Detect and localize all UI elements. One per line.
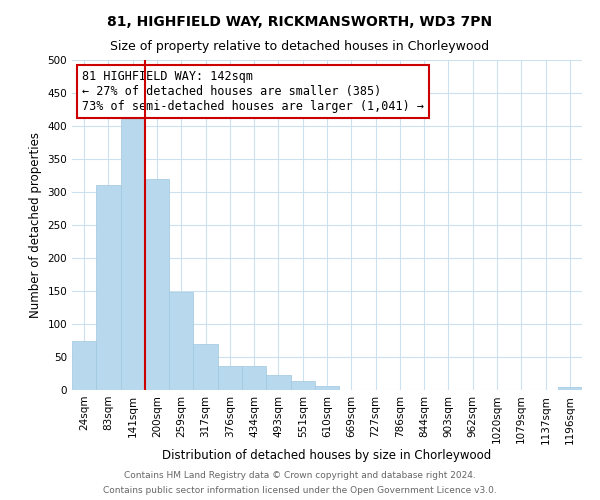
Bar [169, 292, 193, 390]
Bar [218, 366, 242, 390]
Text: 81 HIGHFIELD WAY: 142sqm
← 27% of detached houses are smaller (385)
73% of semi-: 81 HIGHFIELD WAY: 142sqm ← 27% of detach… [82, 70, 424, 113]
Bar [121, 120, 145, 390]
Text: Contains HM Land Registry data © Crown copyright and database right 2024.: Contains HM Land Registry data © Crown c… [124, 471, 476, 480]
Text: 81, HIGHFIELD WAY, RICKMANSWORTH, WD3 7PN: 81, HIGHFIELD WAY, RICKMANSWORTH, WD3 7P… [107, 15, 493, 29]
Bar [193, 344, 218, 390]
Bar [96, 186, 121, 390]
Bar [558, 388, 582, 390]
Text: Size of property relative to detached houses in Chorleywood: Size of property relative to detached ho… [110, 40, 490, 53]
Bar [145, 179, 169, 390]
Bar [315, 386, 339, 390]
Text: Contains public sector information licensed under the Open Government Licence v3: Contains public sector information licen… [103, 486, 497, 495]
Bar [266, 376, 290, 390]
Bar [242, 366, 266, 390]
X-axis label: Distribution of detached houses by size in Chorleywood: Distribution of detached houses by size … [163, 449, 491, 462]
Y-axis label: Number of detached properties: Number of detached properties [29, 132, 42, 318]
Bar [72, 340, 96, 390]
Bar [290, 381, 315, 390]
